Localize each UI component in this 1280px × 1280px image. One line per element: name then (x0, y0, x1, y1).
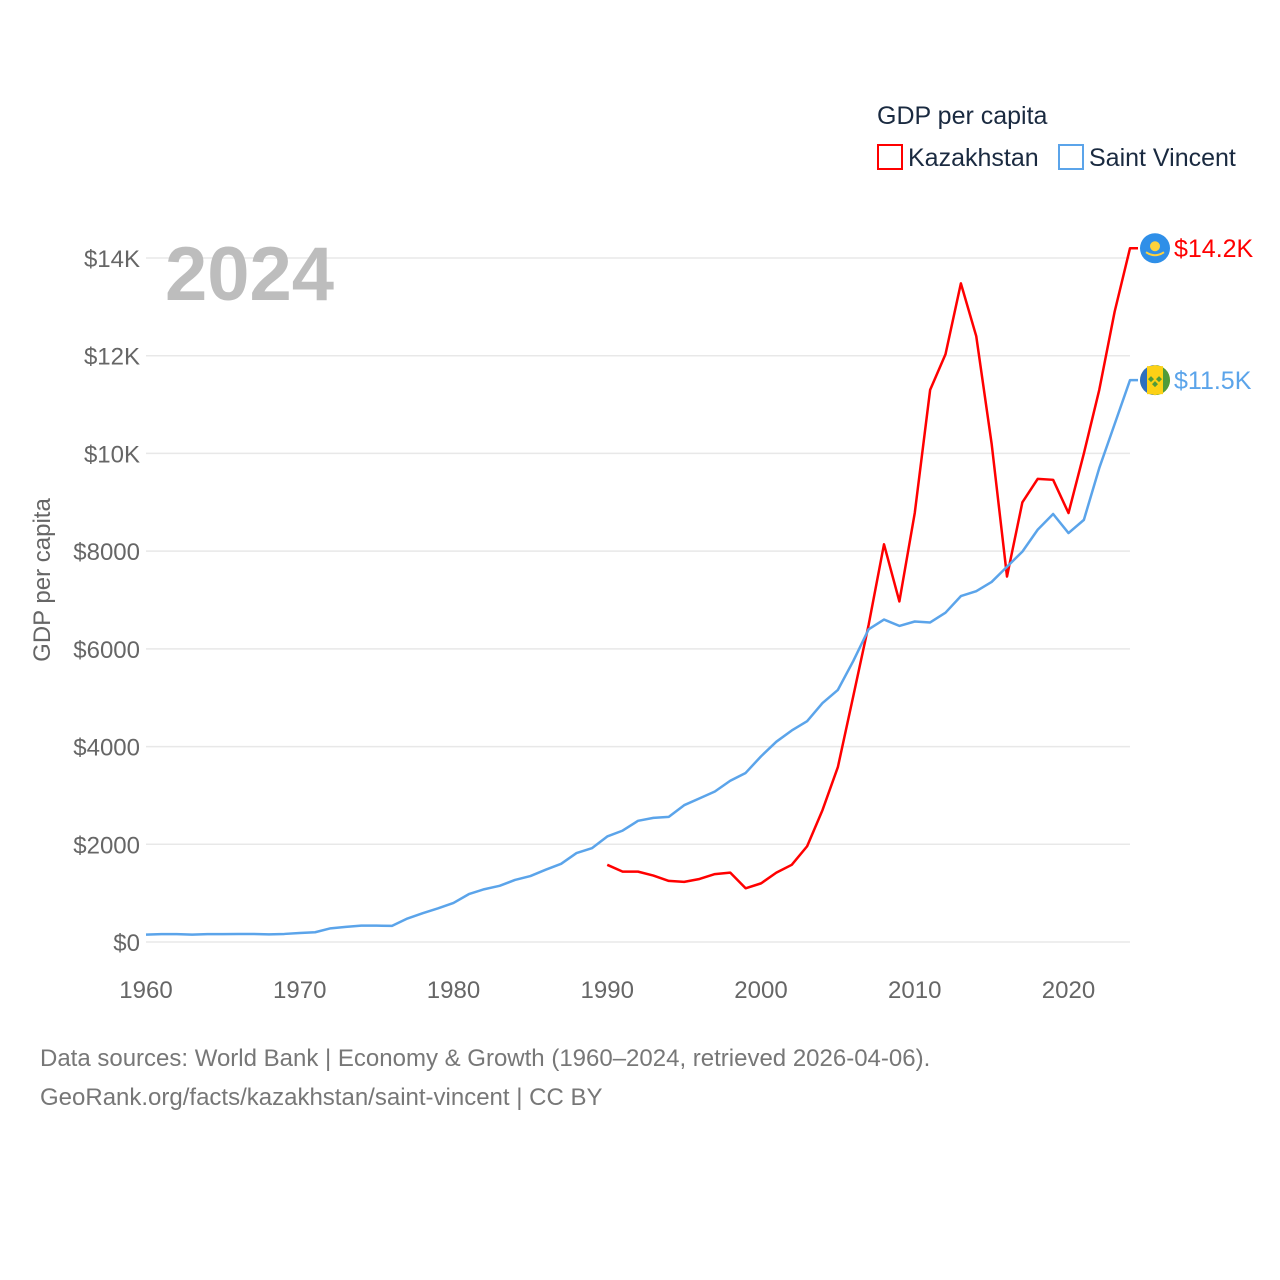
legend-label-saint-vincent[interactable]: Saint Vincent (1089, 144, 1236, 172)
y-tick-label: $8000 (73, 539, 140, 566)
series-line-saint-vincent[interactable] (145, 378, 1138, 936)
end-label-saint-vincent: $11.5K (1174, 367, 1252, 395)
series-line-kazakhstan[interactable] (606, 246, 1138, 890)
y-tick-label: $6000 (73, 637, 140, 664)
end-label-kazakhstan: $14.2K (1174, 235, 1254, 263)
y-tick-label: $10K (84, 441, 140, 468)
x-tick-label: 2020 (1042, 977, 1095, 1004)
legend-swatch-saint-vincent[interactable] (1058, 144, 1084, 170)
x-tick-label: 1980 (427, 977, 480, 1004)
y-tick-label: $12K (84, 344, 140, 371)
y-tick-label: $0 (113, 930, 140, 957)
legend-label-kazakhstan[interactable]: Kazakhstan (908, 144, 1039, 172)
legend-swatch-kazakhstan[interactable] (877, 144, 903, 170)
y-tick-label: $4000 (73, 735, 140, 762)
y-tick-label: $2000 (73, 832, 140, 859)
footer-sources: Data sources: World Bank | Economy & Gro… (40, 1045, 931, 1072)
x-tick-label: 2000 (734, 977, 787, 1004)
x-tick-label: 1990 (581, 977, 634, 1004)
footer-attribution[interactable]: GeoRank.org/facts/kazakhstan/saint-vince… (40, 1084, 603, 1111)
legend-title: GDP per capita (877, 102, 1048, 130)
y-axis-label: GDP per capita (29, 498, 56, 662)
x-tick-label: 1960 (119, 977, 172, 1004)
year-watermark: 2024 (165, 232, 334, 317)
saint-vincent-flag-icon (1140, 365, 1171, 396)
kazakhstan-flag-icon (1140, 233, 1170, 264)
y-tick-label: $14K (84, 246, 140, 273)
x-tick-label: 1970 (273, 977, 326, 1004)
x-tick-label: 2010 (888, 977, 941, 1004)
legend: GDP per capita Kazakhstan Saint Vincent (877, 102, 1236, 172)
